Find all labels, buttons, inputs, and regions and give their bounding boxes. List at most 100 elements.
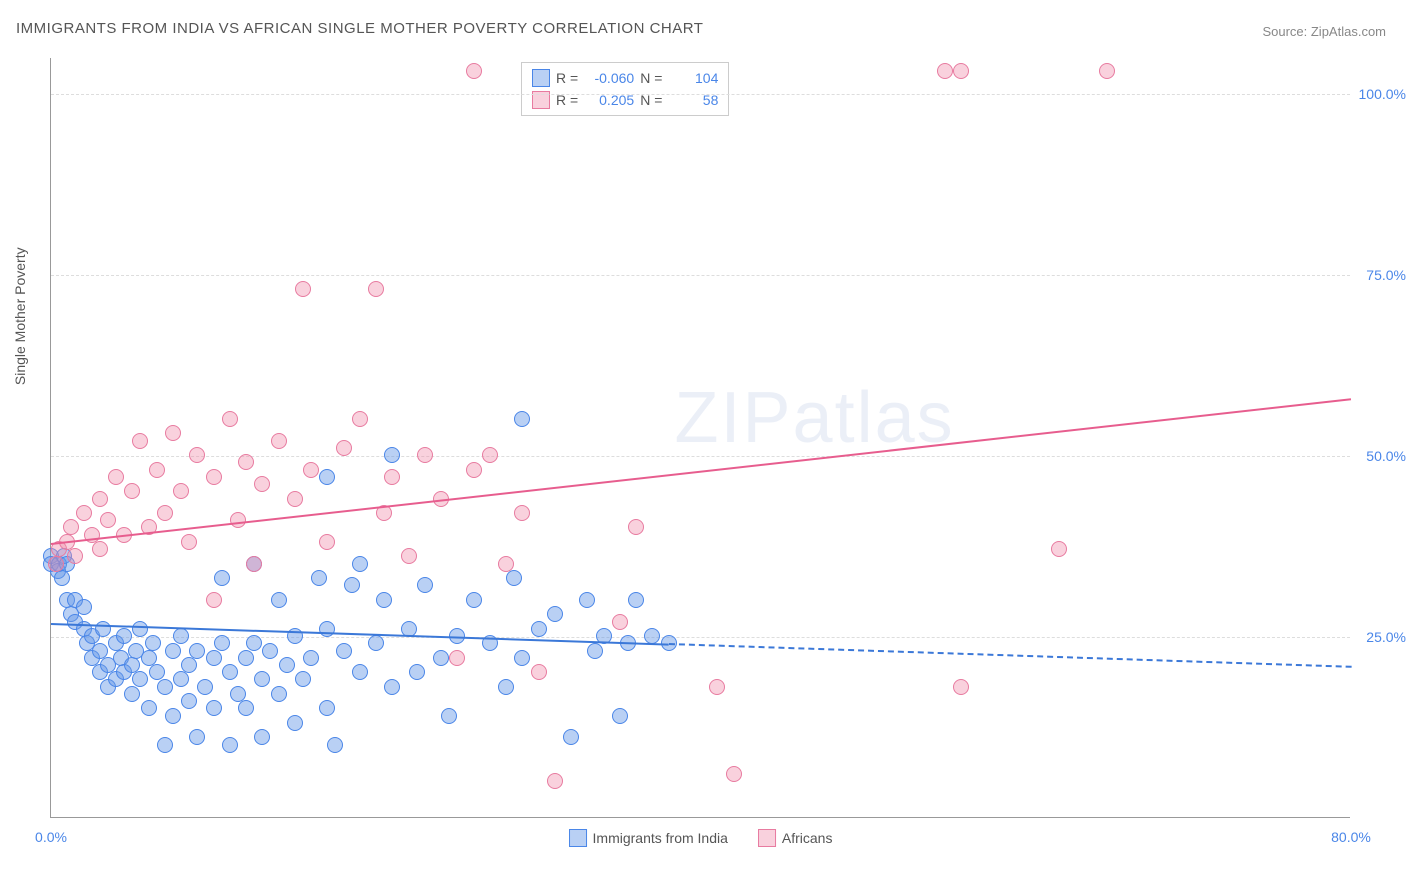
data-point-india (76, 599, 92, 615)
chart-title: IMMIGRANTS FROM INDIA VS AFRICAN SINGLE … (16, 20, 703, 37)
data-point-india (54, 570, 70, 586)
data-point-india (506, 570, 522, 586)
data-point-india (149, 664, 165, 680)
data-point-africans (295, 281, 311, 297)
data-point-india (141, 650, 157, 666)
data-point-india (531, 621, 547, 637)
data-point-africans (124, 483, 140, 499)
data-point-india (145, 635, 161, 651)
data-point-africans (709, 679, 725, 695)
data-point-africans (612, 614, 628, 630)
data-point-india (206, 700, 222, 716)
data-point-africans (401, 548, 417, 564)
grid-line (51, 94, 1350, 95)
y-tick-label: 75.0% (1366, 267, 1406, 283)
data-point-india (327, 737, 343, 753)
data-point-africans (222, 411, 238, 427)
legend-swatch-india (569, 829, 587, 847)
data-point-africans (254, 476, 270, 492)
watermark-zip: ZIP (675, 378, 793, 458)
legend-swatch-africans (758, 829, 776, 847)
data-point-africans (531, 664, 547, 680)
data-point-africans (726, 766, 742, 782)
data-point-india (384, 679, 400, 695)
data-point-india (384, 447, 400, 463)
legend-r-label: R = (556, 70, 578, 86)
data-point-india (514, 650, 530, 666)
data-point-india (95, 621, 111, 637)
data-point-africans (246, 556, 262, 572)
data-point-africans (953, 679, 969, 695)
y-tick-label: 25.0% (1366, 629, 1406, 645)
data-point-india (189, 643, 205, 659)
correlation-legend: R = -0.060 N = 104 R = 0.205 N = 58 (521, 62, 729, 116)
data-point-africans (498, 556, 514, 572)
data-point-africans (466, 63, 482, 79)
data-point-africans (132, 433, 148, 449)
data-point-africans (449, 650, 465, 666)
data-point-india (295, 671, 311, 687)
data-point-africans (48, 556, 64, 572)
data-point-africans (303, 462, 319, 478)
data-point-india (514, 411, 530, 427)
data-point-india (132, 671, 148, 687)
data-point-africans (352, 411, 368, 427)
data-point-africans (417, 447, 433, 463)
data-point-india (254, 671, 270, 687)
data-point-india (628, 592, 644, 608)
data-point-india (173, 628, 189, 644)
data-point-africans (319, 534, 335, 550)
legend-n-value-india: 104 (668, 70, 718, 86)
y-tick-label: 100.0% (1359, 86, 1406, 102)
data-point-india (189, 729, 205, 745)
data-point-africans (628, 519, 644, 535)
data-point-india (238, 650, 254, 666)
grid-line (51, 275, 1350, 276)
data-point-africans (271, 433, 287, 449)
data-point-india (116, 628, 132, 644)
legend-item-africans: Africans (758, 829, 833, 847)
data-point-africans (482, 447, 498, 463)
data-point-india (376, 592, 392, 608)
series-legend: Immigrants from India Africans (569, 829, 833, 847)
data-point-india (352, 556, 368, 572)
data-point-india (214, 570, 230, 586)
data-point-india (279, 657, 295, 673)
chart-container: IMMIGRANTS FROM INDIA VS AFRICAN SINGLE … (0, 0, 1406, 892)
data-point-india (368, 635, 384, 651)
data-point-india (587, 643, 603, 659)
data-point-africans (953, 63, 969, 79)
data-point-africans (206, 592, 222, 608)
legend-item-india: Immigrants from India (569, 829, 728, 847)
trend-line-africans (51, 398, 1351, 545)
data-point-africans (189, 447, 205, 463)
data-point-africans (181, 534, 197, 550)
data-point-india (579, 592, 595, 608)
source-attribution: Source: ZipAtlas.com (1262, 24, 1386, 39)
data-point-africans (368, 281, 384, 297)
data-point-india (124, 686, 140, 702)
scatter-plot-area: ZIPatlas R = -0.060 N = 104 R = 0.205 N … (50, 58, 1350, 818)
data-point-india (222, 737, 238, 753)
data-point-africans (1099, 63, 1115, 79)
data-point-africans (92, 491, 108, 507)
data-point-india (214, 635, 230, 651)
data-point-africans (100, 512, 116, 528)
data-point-india (124, 657, 140, 673)
data-point-india (612, 708, 628, 724)
data-point-africans (336, 440, 352, 456)
legend-label-india: Immigrants from India (593, 830, 728, 846)
data-point-india (132, 621, 148, 637)
data-point-india (157, 679, 173, 695)
data-point-india (433, 650, 449, 666)
legend-r-value-india: -0.060 (584, 70, 634, 86)
data-point-africans (230, 512, 246, 528)
data-point-africans (514, 505, 530, 521)
data-point-india (262, 643, 278, 659)
data-point-africans (238, 454, 254, 470)
data-point-africans (149, 462, 165, 478)
data-point-india (319, 700, 335, 716)
data-point-india (644, 628, 660, 644)
y-axis-label: Single Mother Poverty (12, 247, 28, 385)
data-point-india (206, 650, 222, 666)
